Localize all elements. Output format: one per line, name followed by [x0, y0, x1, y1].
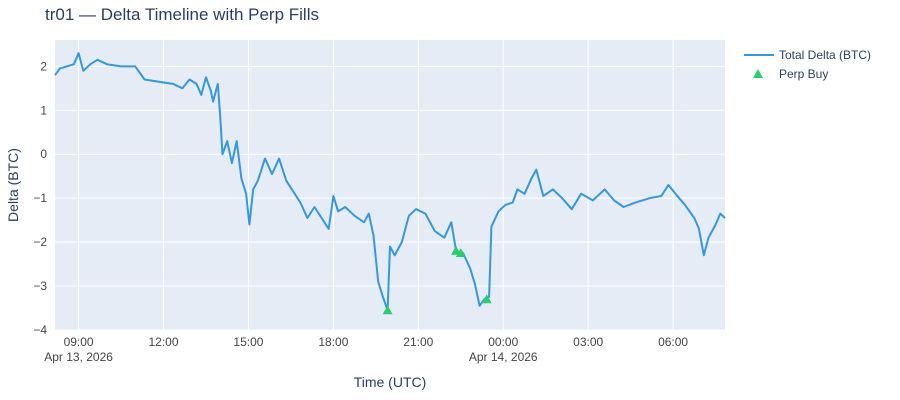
legend: Total Delta (BTC) Perp Buy	[744, 48, 871, 81]
x-tick-sublabel: Apr 13, 2026	[44, 350, 113, 364]
x-tick-label: 09:00	[64, 335, 94, 349]
x-axis-title: Time (UTC)	[354, 374, 427, 390]
y-tick-label: −4	[33, 323, 47, 337]
y-tick-label: 0	[40, 147, 47, 161]
series-line-total-delta	[54, 52, 726, 312]
y-tick-label: −1	[33, 191, 47, 205]
legend-label: Perp Buy	[779, 67, 828, 81]
x-tick-label: 15:00	[233, 335, 263, 349]
legend-triangle-swatch	[753, 69, 763, 78]
perp-buy-marker	[382, 305, 393, 315]
y-tick-label: 1	[40, 103, 47, 117]
perp-buy-marker	[481, 294, 492, 304]
x-tick-label: 06:00	[658, 335, 688, 349]
x-tick-label: 12:00	[149, 335, 179, 349]
series-layer	[54, 52, 726, 315]
x-tick-sublabel: Apr 14, 2026	[469, 350, 538, 364]
y-tick-label: −2	[33, 235, 47, 249]
x-tick-label: 18:00	[318, 335, 348, 349]
perp-buy-marker	[455, 248, 466, 258]
legend-label: Total Delta (BTC)	[779, 48, 871, 62]
y-axis-ticks: 2 1 0 −1 −2 −3 −4	[33, 59, 47, 337]
chart-title: tr01 — Delta Timeline with Perp Fills	[45, 5, 319, 24]
x-tick-label: 21:00	[403, 335, 433, 349]
x-tick-label: 00:00	[488, 335, 518, 349]
y-tick-label: −3	[33, 279, 47, 293]
grid-lines	[55, 40, 725, 331]
plot-area	[55, 40, 725, 330]
y-tick-label: 2	[40, 59, 47, 73]
x-tick-label: 03:00	[573, 335, 603, 349]
y-axis-title: Delta (BTC)	[5, 148, 21, 222]
